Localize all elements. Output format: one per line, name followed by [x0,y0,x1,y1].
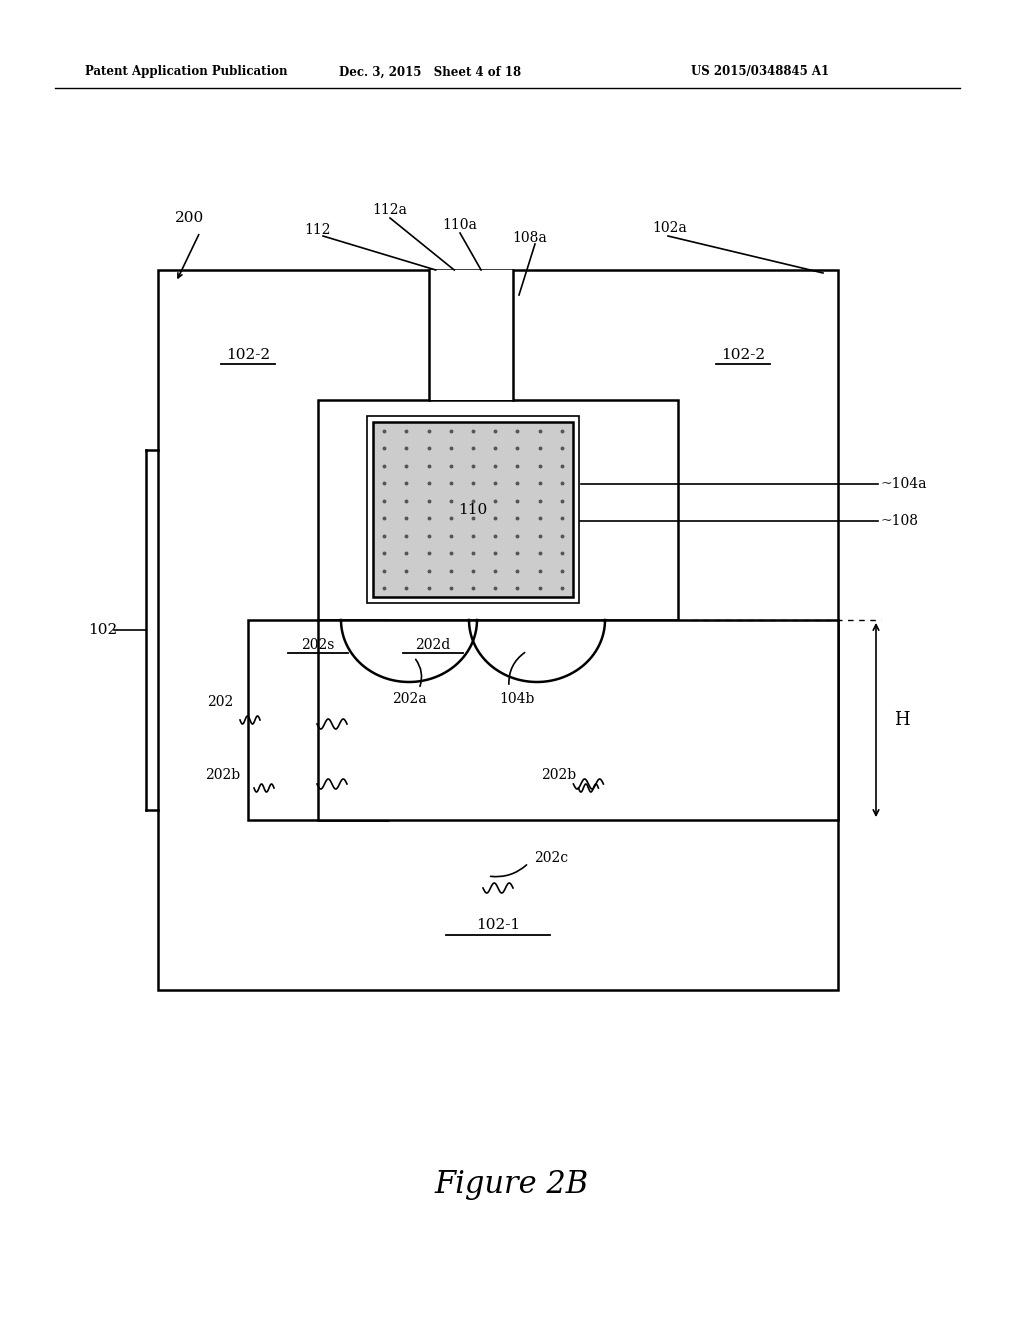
Text: 102a: 102a [652,220,687,235]
Text: ~104a: ~104a [880,477,927,491]
Bar [318,620,838,820]
Text: 104b: 104b [500,692,535,706]
Text: Patent Application Publication: Patent Application Publication [85,66,288,78]
Text: ~108: ~108 [880,513,918,528]
Text: US 2015/0348845 A1: US 2015/0348845 A1 [691,66,829,78]
Bar [318,400,678,620]
Text: 202a: 202a [392,692,426,706]
Text: 110a: 110a [442,218,477,232]
Text: 202b: 202b [205,768,240,781]
Text: 202: 202 [207,696,233,709]
Text: 110: 110 [459,503,487,516]
Text: 112: 112 [305,223,331,238]
Bar [367,416,579,603]
Bar [158,271,838,990]
Text: 202c: 202c [534,851,567,865]
Text: H: H [894,711,909,729]
Text: Figure 2B: Figure 2B [435,1170,589,1200]
Text: 102-1: 102-1 [476,919,520,932]
Text: Dec. 3, 2015   Sheet 4 of 18: Dec. 3, 2015 Sheet 4 of 18 [339,66,521,78]
Text: 102: 102 [88,623,118,638]
Text: 108a: 108a [513,231,548,246]
Bar [429,271,513,400]
Text: 202b: 202b [542,768,577,781]
Text: 202d: 202d [416,638,451,652]
Bar [373,422,573,597]
Text: 200: 200 [175,211,204,224]
Bar [248,620,388,820]
Text: 112a: 112a [373,203,408,216]
Text: 102-2: 102-2 [721,348,765,362]
Text: 102-2: 102-2 [226,348,270,362]
Text: 202s: 202s [301,638,335,652]
